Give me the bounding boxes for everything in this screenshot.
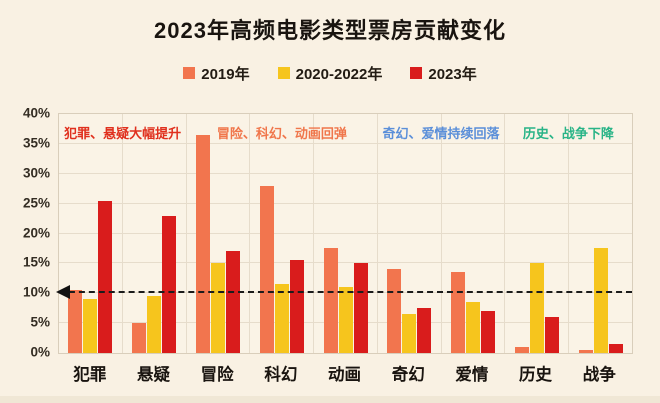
bar-group-动画 <box>314 114 378 353</box>
bar-动画-2019年 <box>323 248 338 353</box>
bar-group-战争 <box>569 114 632 353</box>
y-tick-label: 10% <box>22 284 50 300</box>
bar-历史-2019年 <box>514 347 529 353</box>
gridline-horizontal <box>59 202 632 204</box>
annotation: 历史、战争下降 <box>522 126 614 141</box>
bar-group-科幻 <box>250 114 315 353</box>
x-category-label-奇幻: 奇幻 <box>391 366 425 384</box>
y-tick-label: 30% <box>22 165 50 181</box>
bar-动画-2023年 <box>353 263 368 353</box>
bar-冒险-2020-2022年 <box>210 263 225 353</box>
bar-科幻-2020-2022年 <box>274 284 289 353</box>
plot-area: 犯罪、悬疑大幅提升 冒险、科幻、动画回弹 奇幻、爱情持续回落 历史、战争下降 <box>56 113 633 354</box>
legend-item-2019年: 2019年 <box>183 63 250 84</box>
x-category-label-战争: 战争 <box>582 366 616 384</box>
bar-group-犯罪 <box>59 114 123 353</box>
bar-groups <box>59 114 632 353</box>
x-category-label-科幻: 科幻 <box>264 366 298 384</box>
bar-冒险-2019年 <box>195 134 210 353</box>
legend-item-2023年: 2023年 <box>410 63 477 84</box>
y-tick-label: 40% <box>22 105 50 121</box>
annotation: 奇幻、爱情持续回落 <box>382 126 500 141</box>
legend-label: 2020-2022年 <box>295 65 383 83</box>
reference-line-10pct <box>56 285 632 300</box>
bar-犯罪-2020-2022年 <box>83 299 98 353</box>
bar-爱情-2020-2022年 <box>466 302 481 353</box>
bar-奇幻-2023年 <box>417 308 432 353</box>
legend-label: 2023年 <box>428 65 477 83</box>
bar-group-冒险 <box>187 114 251 353</box>
x-category-label-历史: 历史 <box>519 366 553 384</box>
bar-group-奇幻 <box>378 114 442 353</box>
bar-悬疑-2023年 <box>162 215 177 353</box>
legend-label: 2019年 <box>201 65 250 83</box>
annotation: 犯罪、悬疑大幅提升 <box>64 126 182 141</box>
y-tick-label: 5% <box>30 314 50 330</box>
legend-item-2020-2022年: 2020-2022年 <box>277 63 383 84</box>
x-category-label-犯罪: 犯罪 <box>73 366 107 384</box>
bar-冒险-2023年 <box>225 251 240 353</box>
bar-犯罪-2023年 <box>98 200 113 353</box>
bar-group-悬疑 <box>123 114 187 353</box>
x-axis: 犯罪 悬疑 冒险 科幻 动画 奇幻 爱情 历史 战争 <box>58 361 631 385</box>
gridline-horizontal <box>59 172 632 174</box>
y-tick-label: 35% <box>22 135 50 151</box>
bar-战争-2019年 <box>578 350 593 353</box>
annotation: 冒险、科幻、动画回弹 <box>216 126 347 141</box>
y-tick-label: 15% <box>22 254 50 270</box>
gridline-horizontal <box>59 262 632 264</box>
x-category-label-悬疑: 悬疑 <box>137 366 170 384</box>
legend-swatch-icon <box>410 67 423 79</box>
legend-swatch-icon <box>277 67 290 79</box>
bar-爱情-2023年 <box>481 311 496 353</box>
bar-历史-2020-2022年 <box>529 263 544 353</box>
bar-group-爱情 <box>442 114 506 353</box>
bar-group-历史 <box>505 114 570 353</box>
legend: 2019年 2020-2022年 2023年 <box>0 63 660 83</box>
bar-战争-2020-2022年 <box>593 248 608 353</box>
gridline-horizontal <box>59 142 632 144</box>
bar-奇幻-2019年 <box>387 269 402 353</box>
bottom-strip <box>0 396 660 403</box>
bar-悬疑-2019年 <box>132 323 147 353</box>
reference-arrow-icon <box>56 285 70 300</box>
y-axis: 40% 35% 30% 25% 20% 15% 10% 5% 0% <box>0 106 50 360</box>
chart-title: 2023年高频电影类型票房贡献变化 <box>154 18 506 43</box>
x-category-label-动画: 动画 <box>328 366 362 384</box>
bar-历史-2023年 <box>544 317 559 353</box>
y-tick-label: 0% <box>30 344 50 360</box>
bar-科幻-2023年 <box>289 260 304 353</box>
bar-战争-2023年 <box>608 344 623 353</box>
y-tick-label: 20% <box>22 225 50 240</box>
x-category-label-冒险: 冒险 <box>200 366 234 384</box>
y-tick-label: 25% <box>22 195 50 211</box>
bar-动画-2020-2022年 <box>338 287 353 353</box>
bar-悬疑-2020-2022年 <box>147 296 162 353</box>
bar-科幻-2019年 <box>259 185 274 353</box>
legend-swatch-icon <box>183 67 196 79</box>
bar-奇幻-2020-2022年 <box>402 314 417 353</box>
gridline-horizontal <box>59 232 632 234</box>
bar-爱情-2019年 <box>451 272 466 353</box>
bar-犯罪-2019年 <box>68 290 83 353</box>
x-category-label-爱情: 爱情 <box>455 366 489 384</box>
